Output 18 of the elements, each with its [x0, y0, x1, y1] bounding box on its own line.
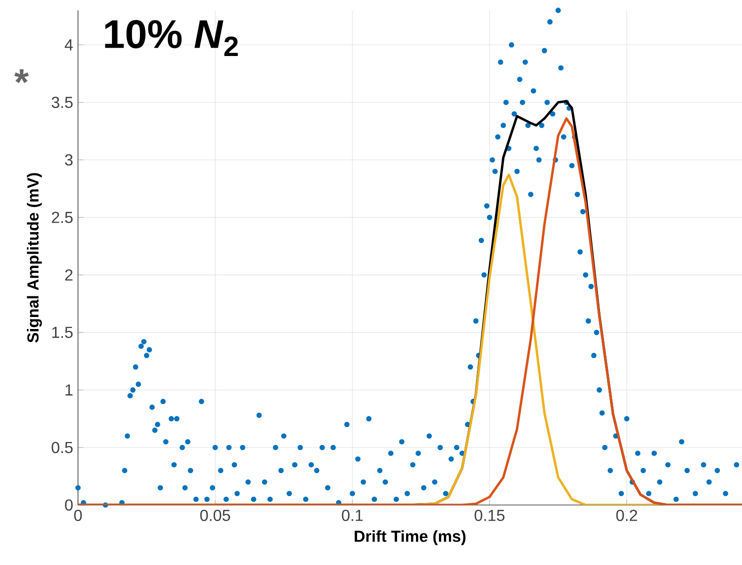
y-tick-label: 0: [65, 499, 73, 511]
x-tick-label: 0: [74, 510, 82, 522]
x-axis-title: Drift Time (ms): [354, 530, 466, 546]
x-tick-label: 0.1: [342, 510, 363, 522]
y-tick-label: 3.5: [52, 96, 73, 108]
y-tick-label: 2.5: [52, 212, 73, 224]
y-tick-label: 1: [66, 384, 73, 396]
annotation: 10% N$_{2}$: [105, 20, 238, 56]
y-axis-title: Signal Amplitude (mV): [26, 173, 42, 343]
y-tick-label: 3: [65, 154, 73, 166]
x-tick-label: 0.05: [200, 510, 230, 522]
y-tick-label: 4: [64, 39, 73, 50]
text: *: [14, 69, 29, 84]
x-tick-label: 0.15: [474, 510, 504, 522]
y-tick-label: 2: [65, 269, 72, 281]
y-tick-label: 1.5: [52, 326, 73, 338]
y-tick-label: 0.5: [52, 442, 73, 454]
x-tick-label: 0.2: [616, 510, 638, 522]
